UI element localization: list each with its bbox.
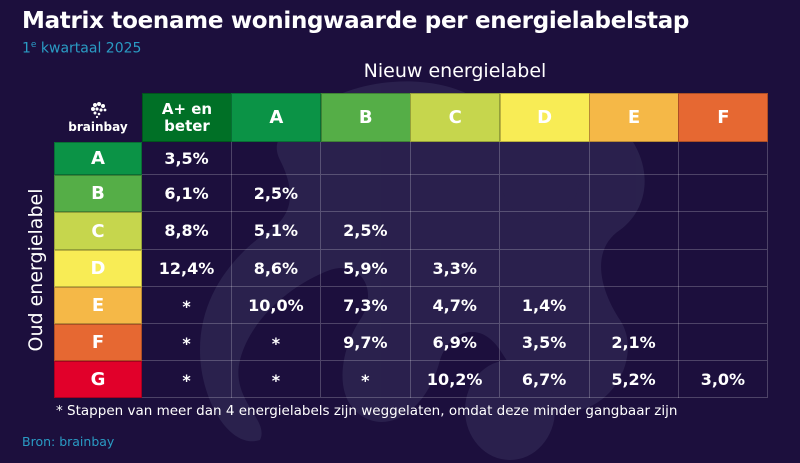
matrix-cell-g-d: 6,7% (499, 361, 590, 398)
column-header-c: C (410, 93, 501, 142)
matrix-cell-e-f (678, 287, 769, 324)
matrix-cell-f-c: 6,9% (410, 324, 501, 361)
matrix-cell-c-b: 2,5% (320, 212, 411, 250)
matrix-cell-a-e (589, 142, 679, 175)
row-header-g: G (54, 361, 142, 398)
footnote: * Stappen van meer dan 4 energielabels z… (56, 403, 678, 419)
matrix-cell-d-b: 5,9% (320, 250, 411, 287)
subtitle-number: 1 (22, 40, 31, 57)
matrix-cell-a-a-en-beter: 3,5% (142, 142, 232, 175)
matrix-cell-b-c (410, 175, 501, 212)
column-header-f: F (678, 93, 769, 142)
row-header-c: C (54, 212, 142, 250)
matrix-cell-g-c: 10,2% (410, 361, 501, 398)
matrix-cell-d-a-en-beter: 12,4% (142, 250, 232, 287)
column-header-b: B (320, 93, 411, 142)
matrix-cell-f-f (678, 324, 769, 361)
matrix-cell-b-e (589, 175, 679, 212)
matrix-cell-f-b: 9,7% (320, 324, 411, 361)
matrix-cell-d-e (589, 250, 679, 287)
matrix-cell-c-a-en-beter: 8,8% (142, 212, 232, 250)
matrix-cell-f-d: 3,5% (499, 324, 590, 361)
column-header-a-en-beter: A+ en beter (142, 93, 232, 142)
matrix-cell-g-a-en-beter: * (142, 361, 232, 398)
matrix-cell-b-b (320, 175, 411, 212)
row-header-a: A (54, 142, 142, 175)
matrix-cell-g-b: * (320, 361, 411, 398)
row-header-f: F (54, 324, 142, 361)
matrix-cell-c-f (678, 212, 769, 250)
column-header-e: E (589, 93, 679, 142)
matrix-cell-g-e: 5,2% (589, 361, 679, 398)
matrix-cell-c-a: 5,1% (231, 212, 322, 250)
matrix-cell-d-c: 3,3% (410, 250, 501, 287)
matrix-cell-c-d (499, 212, 590, 250)
matrix-cell-a-a (231, 142, 322, 175)
logo-text: brainbay (68, 120, 128, 134)
chart-title: Matrix toename woningwaarde per energiel… (22, 8, 690, 34)
column-header-d: D (499, 93, 590, 142)
brainbay-logo: brainbay (54, 93, 142, 142)
matrix-cell-c-c (410, 212, 501, 250)
matrix-cell-e-b: 7,3% (320, 287, 411, 324)
matrix-cell-e-a-en-beter: * (142, 287, 232, 324)
matrix-cell-d-f (678, 250, 769, 287)
matrix-cell-b-f (678, 175, 769, 212)
matrix-cell-e-e (589, 287, 679, 324)
matrix-cell-g-f: 3,0% (678, 361, 769, 398)
matrix-cell-f-a-en-beter: * (142, 324, 232, 361)
source-label: Bron: brainbay (22, 434, 115, 449)
matrix-cell-b-a: 2,5% (231, 175, 322, 212)
subtitle-superscript: e (30, 40, 37, 50)
matrix-cell-d-a: 8,6% (231, 250, 322, 287)
y-axis-label: Oud energielabel (25, 188, 47, 352)
row-header-d: D (54, 250, 142, 287)
chart-subtitle: 1e kwartaal 2025 (22, 40, 141, 57)
matrix-cell-e-d: 1,4% (499, 287, 590, 324)
matrix-cell-b-a-en-beter: 6,1% (142, 175, 232, 212)
matrix-cell-e-a: 10,0% (231, 287, 322, 324)
matrix-cell-a-f (678, 142, 769, 175)
x-axis-label: Nieuw energielabel (363, 60, 547, 82)
matrix-cell-a-c (410, 142, 501, 175)
matrix-cell-c-e (589, 212, 679, 250)
matrix-cell-a-d (499, 142, 590, 175)
matrix-cell-b-d (499, 175, 590, 212)
matrix-cell-a-b (320, 142, 411, 175)
row-header-b: B (54, 175, 142, 212)
matrix-cell-f-a: * (231, 324, 322, 361)
subtitle-period: kwartaal 2025 (36, 40, 142, 57)
matrix-cell-g-a: * (231, 361, 322, 398)
matrix-cell-d-d (499, 250, 590, 287)
matrix-cell-e-c: 4,7% (410, 287, 501, 324)
brain-icon (91, 102, 107, 119)
column-header-a: A (231, 93, 322, 142)
row-header-e: E (54, 287, 142, 324)
matrix-cell-f-e: 2,1% (589, 324, 679, 361)
